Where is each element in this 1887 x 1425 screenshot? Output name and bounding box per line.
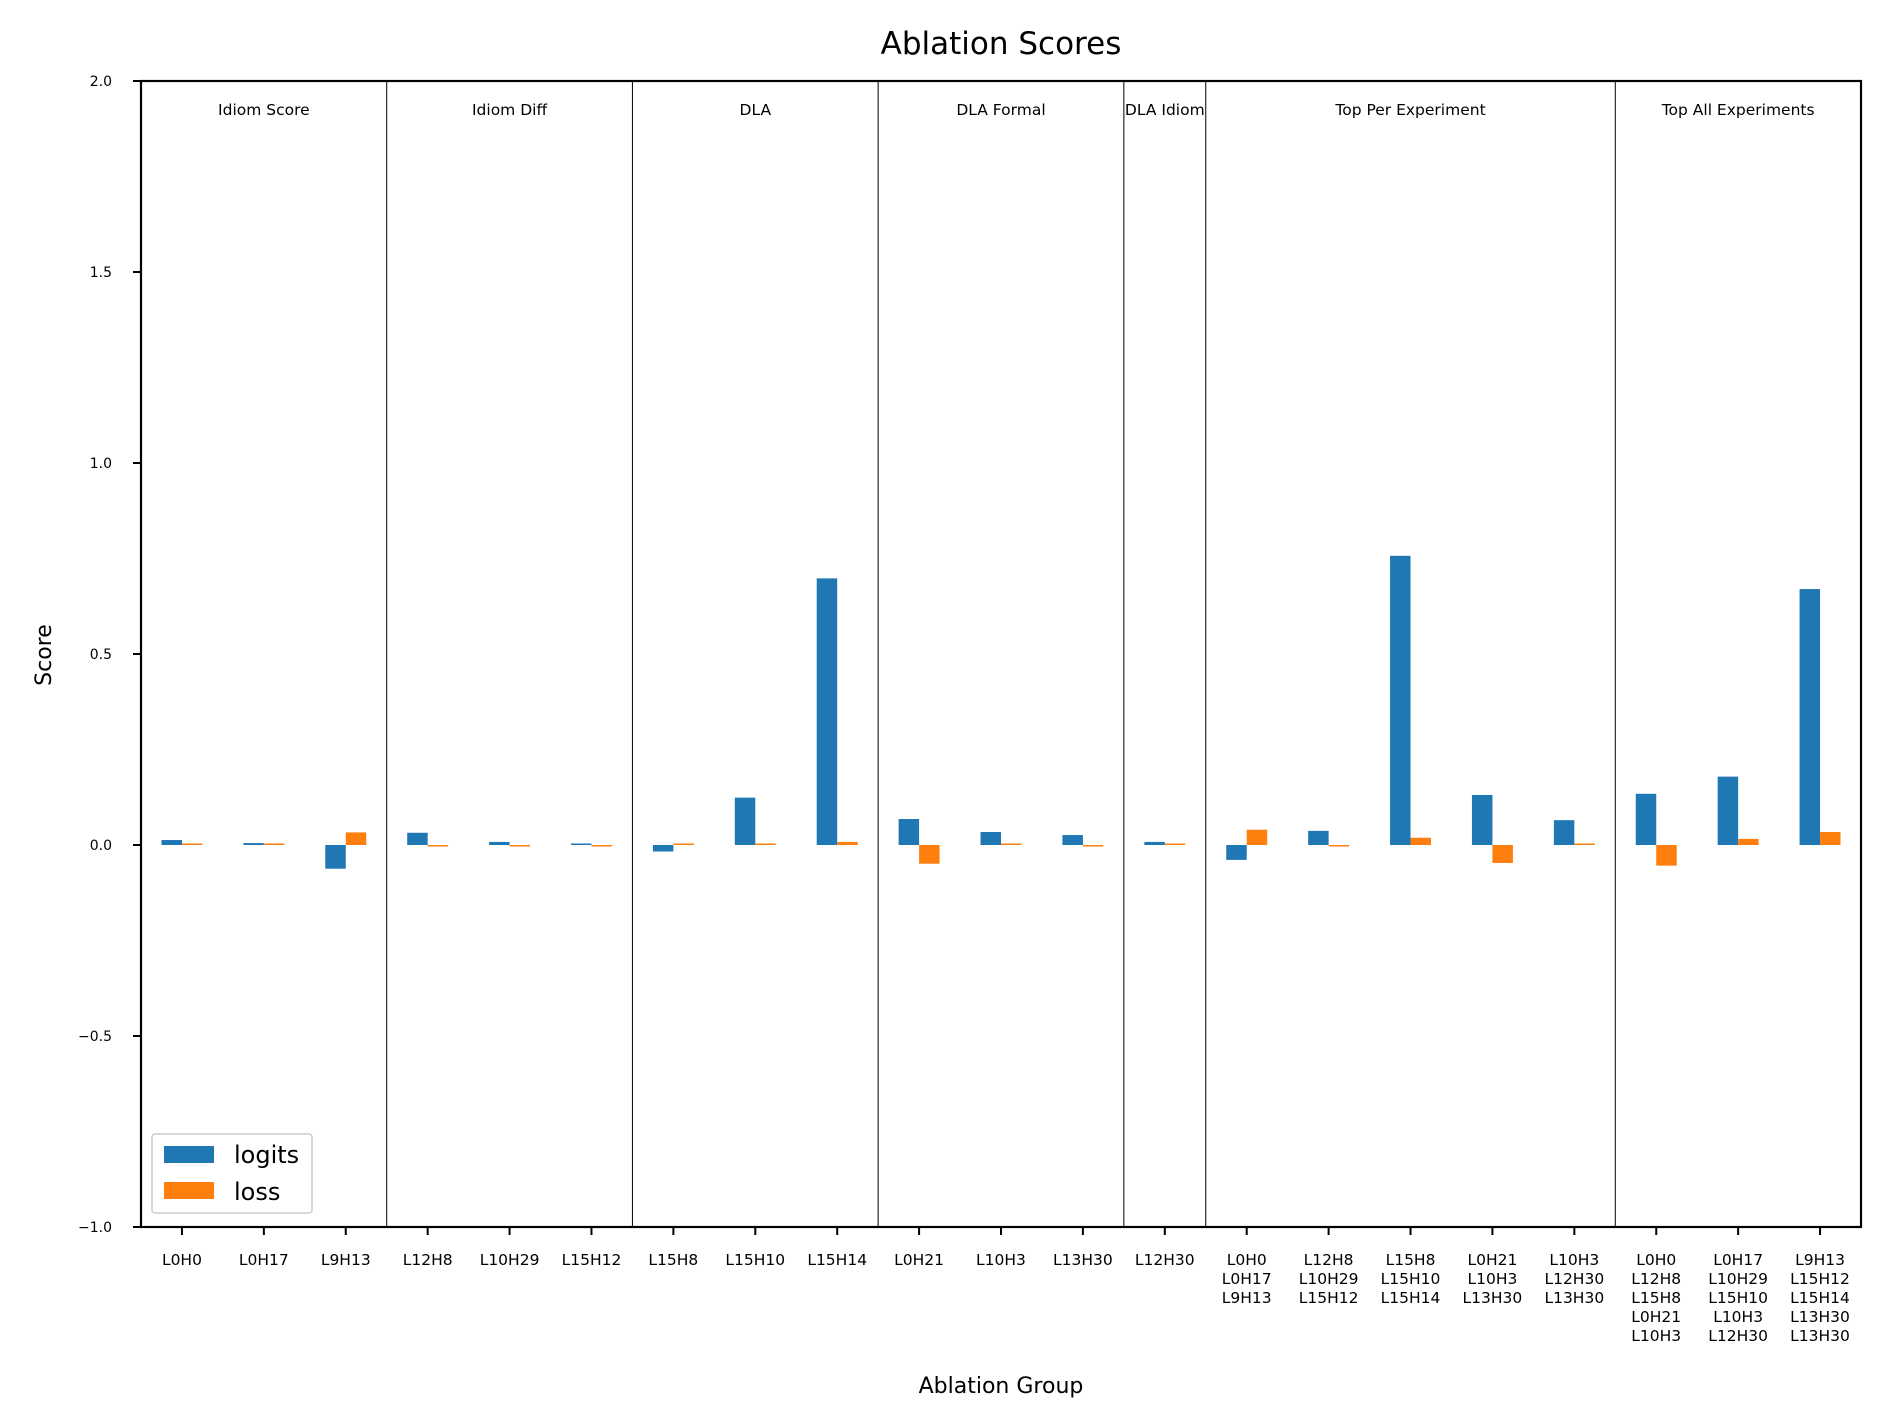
bar-logits <box>1390 555 1411 845</box>
bar-loss <box>1328 845 1350 847</box>
x-tick-label: L9H13 <box>321 1251 371 1269</box>
bar-loss <box>427 845 449 847</box>
bar-loss <box>1082 845 1104 847</box>
x-tick-label: L12H30 <box>1135 1251 1195 1269</box>
x-tick-label: L12H8 L10H29 L15H12 <box>1299 1251 1359 1307</box>
bar-logits <box>1308 830 1329 845</box>
legend-label-logits: logits <box>234 1141 299 1169</box>
legend-swatch-loss <box>164 1182 214 1199</box>
y-tick-label: 2.0 <box>90 74 112 90</box>
y-tick-label: 1.5 <box>90 265 112 281</box>
group-dividers <box>386 81 1616 1227</box>
x-tick-label: L0H17 <box>239 1251 289 1269</box>
x-tick-label: L0H0 L12H8 L15H8 L0H21 L10H3 <box>1631 1251 1681 1345</box>
bar-logits <box>407 832 428 845</box>
bar-logits <box>571 843 592 845</box>
group-label: DLA Idiom <box>1125 101 1205 119</box>
group-label: Idiom Diff <box>472 101 547 119</box>
chart-title: Ablation Scores <box>881 26 1122 62</box>
y-tick-label: −0.5 <box>78 1029 112 1045</box>
y-axis: −1.0 −0.5 0.0 0.5 1.0 1.5 2.0 <box>78 74 141 1236</box>
group-label: Top Per Experiment <box>1334 101 1485 119</box>
y-tick-label: 0.0 <box>90 838 112 854</box>
plot-frame <box>139 79 1863 1229</box>
bar-logits <box>898 819 920 845</box>
x-tick-label: L0H0 L0H17 L9H13 <box>1222 1251 1272 1307</box>
bar-loss <box>1410 837 1431 845</box>
bar-logits <box>489 841 510 845</box>
bar-loss <box>1574 843 1595 845</box>
group-label: Idiom Score <box>218 101 310 119</box>
bar-loss <box>1001 843 1022 845</box>
group-label: DLA <box>740 101 772 119</box>
bar-logits <box>652 845 674 852</box>
x-tick-label: L15H10 <box>725 1251 785 1269</box>
x-tick-label: L15H14 <box>807 1251 867 1269</box>
bar-logits <box>1144 841 1165 845</box>
y-tick-label: 1.0 <box>90 456 112 472</box>
bar-logits <box>1226 845 1247 860</box>
x-tick-label: L10H3 L12H30 L13H30 <box>1544 1251 1604 1307</box>
x-tick-label: L15H8 L15H10 L15H14 <box>1381 1251 1441 1307</box>
bar-logits <box>1799 589 1821 845</box>
x-tick-label: L15H8 <box>648 1251 698 1269</box>
bar-loss <box>1492 845 1513 863</box>
bar-loss <box>1820 832 1841 845</box>
x-tick-label: L15H12 <box>562 1251 622 1269</box>
bar-loss <box>919 845 940 864</box>
bar-logits <box>1062 835 1083 845</box>
legend-label-loss: loss <box>234 1178 280 1206</box>
bar-loss <box>673 843 694 845</box>
x-axis: L0H0 L0H17 L9H13 L12H8 L10H29 L15H12 L15H8 L15H… <box>162 1227 1850 1345</box>
bar-logits <box>1471 794 1493 845</box>
x-tick-label: L0H21 L10H3 L13H30 <box>1463 1251 1523 1307</box>
group-label: DLA Formal <box>956 101 1045 119</box>
bar-loss <box>345 832 367 845</box>
x-axis-label: Ablation Group <box>919 1374 1084 1399</box>
bar-logits <box>816 578 838 845</box>
bar-loss <box>1656 845 1677 866</box>
bar-loss <box>1738 838 1759 845</box>
bar-logits <box>325 845 346 869</box>
bar-loss <box>1164 843 1186 845</box>
bar-loss <box>509 845 531 847</box>
y-axis-label: Score <box>32 624 57 686</box>
bar-logits <box>1635 793 1657 845</box>
bar-logits <box>980 832 1001 845</box>
bar-loss <box>1246 829 1268 845</box>
bars <box>161 555 1841 869</box>
bar-loss <box>755 843 776 845</box>
x-tick-label: L0H0 <box>162 1251 202 1269</box>
bar-logits <box>1553 820 1575 845</box>
x-tick-label: L0H21 <box>894 1251 944 1269</box>
bar-logits <box>734 797 756 845</box>
x-tick-label: L12H8 <box>403 1251 453 1269</box>
bar-logits <box>161 840 182 845</box>
bar-loss <box>591 845 612 847</box>
y-tick-label: 0.5 <box>90 647 112 663</box>
x-tick-label: L10H29 <box>480 1251 540 1269</box>
bar-loss <box>837 841 858 845</box>
legend: logits loss <box>151 1133 313 1214</box>
legend-swatch-logits <box>164 1146 214 1163</box>
bar-loss <box>181 843 203 845</box>
x-tick-label: L9H13 L15H12 L15H14 L13H30 L13H30 <box>1790 1251 1850 1345</box>
bar-loss <box>263 843 285 845</box>
x-tick-label: L13H30 <box>1053 1251 1113 1269</box>
bar-logits <box>1717 776 1739 845</box>
group-label: Top All Experiments <box>1661 101 1815 119</box>
group-labels: Idiom Score Idiom Diff DLA DLA Formal DLA Id… <box>218 101 1815 119</box>
x-tick-label: L10H3 <box>976 1251 1026 1269</box>
y-tick-label: −1.0 <box>78 1220 112 1236</box>
x-tick-label: L0H17 L10H29 L15H10 L10H3 L12H30 <box>1708 1251 1768 1345</box>
bar-logits <box>243 843 264 845</box>
